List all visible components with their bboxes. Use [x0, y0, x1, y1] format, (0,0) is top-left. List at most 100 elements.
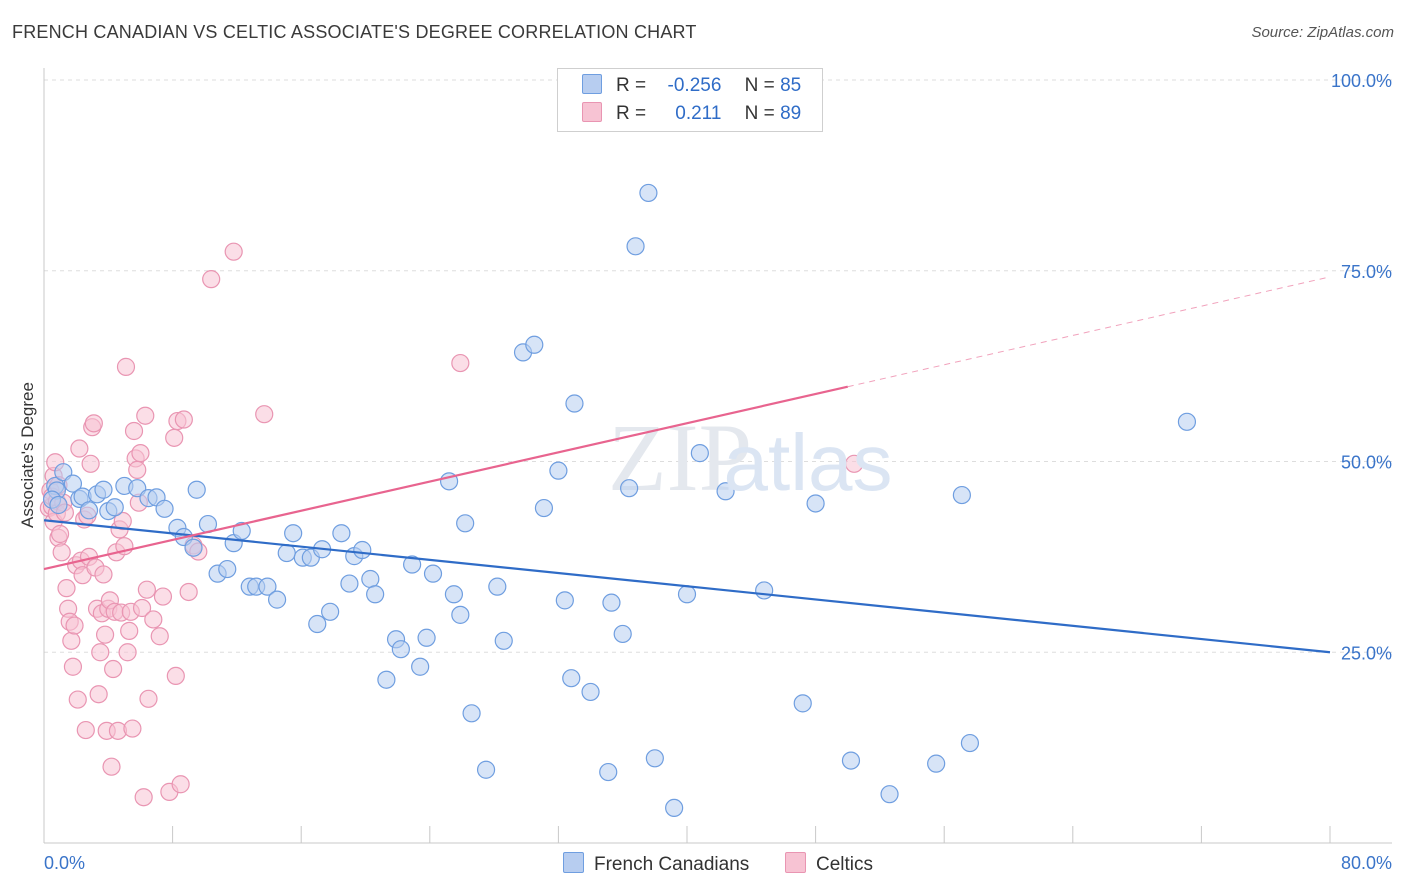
legend-n-label: N =: [744, 75, 775, 96]
point-celtics: [224, 242, 243, 261]
legend-r-label: R =: [616, 103, 647, 124]
point-french-canadians: [187, 480, 206, 499]
series-swatch-blue: [563, 852, 584, 873]
point-french-canadians: [602, 593, 621, 612]
point-french-canadians: [340, 574, 359, 593]
point-french-canadians: [361, 569, 380, 589]
point-celtics: [95, 625, 115, 644]
point-french-canadians: [565, 394, 584, 413]
point-french-canadians: [456, 514, 475, 533]
point-french-canadians: [1177, 412, 1197, 431]
point-french-canadians: [841, 751, 861, 770]
point-celtics: [70, 439, 89, 458]
point-celtics: [68, 690, 87, 709]
point-french-canadians: [308, 614, 327, 634]
trend-lines: [43, 276, 1331, 654]
point-french-canadians: [793, 694, 812, 713]
point-french-canadians: [411, 657, 430, 676]
point-celtics: [134, 788, 153, 807]
point-french-canadians: [960, 733, 980, 753]
point-french-canadians: [218, 559, 237, 579]
point-french-canadians: [488, 577, 507, 596]
point-french-canadians: [613, 624, 632, 644]
point-celtics: [65, 616, 84, 635]
point-french-canadians: [267, 590, 287, 609]
point-french-canadians: [716, 482, 735, 501]
point-french-canadians: [423, 564, 443, 583]
point-french-canadians: [94, 480, 113, 499]
point-french-canadians: [184, 538, 203, 557]
series-legend-celtics: Celtics: [785, 852, 873, 876]
point-french-canadians: [417, 628, 436, 647]
point-french-canadians: [639, 183, 658, 203]
chart-title: FRENCH CANADIAN VS CELTIC ASSOCIATE'S DE…: [12, 22, 697, 42]
point-celtics: [120, 621, 139, 640]
point-french-canadians: [476, 760, 496, 779]
data-points: [39, 183, 1197, 818]
point-french-canadians: [49, 495, 68, 515]
watermark-atlas: atlas: [724, 418, 893, 507]
point-french-canadians: [806, 494, 825, 513]
point-french-canadians: [451, 605, 470, 624]
point-french-canadians: [63, 474, 83, 493]
point-french-canadians: [321, 602, 340, 621]
point-french-canadians: [620, 479, 639, 498]
point-celtics: [102, 757, 121, 776]
point-celtics: [62, 631, 81, 650]
point-celtics: [136, 406, 155, 425]
source-credit: Source: ZipAtlas.com: [1251, 24, 1394, 41]
point-celtics: [124, 421, 144, 441]
point-french-canadians: [665, 798, 684, 818]
tick-labels: 25.0% 50.0% 75.0% 100.0% 0.0% 80.0%: [44, 71, 1392, 873]
point-celtics: [104, 659, 123, 679]
legend-swatch-blue: [582, 74, 602, 94]
point-celtics: [153, 587, 173, 606]
point-celtics: [128, 460, 147, 479]
point-celtics: [451, 353, 470, 373]
legend-n-label: N =: [744, 103, 775, 124]
series-name: Celtics: [816, 854, 874, 875]
point-french-canadians: [462, 704, 481, 723]
trend-line-celtics: [43, 385, 848, 571]
point-french-canadians: [232, 521, 251, 541]
point-celtics: [150, 627, 169, 646]
legend-n-value: 85: [780, 75, 802, 96]
point-celtics: [166, 666, 185, 686]
point-french-canadians: [494, 631, 513, 650]
point-french-canadians: [581, 682, 600, 702]
point-french-canadians: [755, 581, 774, 600]
point-celtics: [84, 414, 103, 433]
point-french-canadians: [927, 754, 946, 773]
point-french-canadians: [952, 485, 971, 505]
point-celtics: [165, 428, 184, 447]
point-french-canadians: [626, 237, 645, 256]
legend-r-label: R =: [616, 75, 647, 96]
point-celtics: [118, 643, 137, 662]
legend-n-value: 89: [780, 103, 802, 124]
series-name: French Canadians: [594, 854, 750, 875]
point-celtics: [171, 775, 190, 794]
point-celtics: [116, 357, 136, 376]
gridlines: [44, 79, 1392, 653]
legend-swatch-pink: [582, 102, 602, 122]
point-french-canadians: [880, 785, 899, 804]
point-french-canadians: [258, 577, 277, 596]
y-axis-label: Associate's Degree: [18, 382, 37, 528]
point-french-canadians: [353, 540, 372, 560]
point-french-canadians: [645, 749, 664, 768]
point-celtics: [845, 454, 864, 473]
x-tick-label: 80.0%: [1341, 853, 1392, 873]
point-celtics: [123, 719, 142, 738]
point-celtics: [179, 582, 198, 602]
legend-row-celtics: R = 0.211 N = 89: [582, 101, 801, 127]
point-celtics: [81, 454, 100, 473]
trend-line-celtics-extension: [847, 276, 1331, 388]
point-celtics: [113, 511, 132, 531]
point-celtics: [255, 405, 274, 424]
point-french-canadians: [155, 499, 174, 518]
axes: [43, 68, 1392, 844]
point-french-canadians: [391, 640, 410, 659]
point-celtics: [94, 565, 113, 584]
point-french-canadians: [690, 444, 709, 463]
